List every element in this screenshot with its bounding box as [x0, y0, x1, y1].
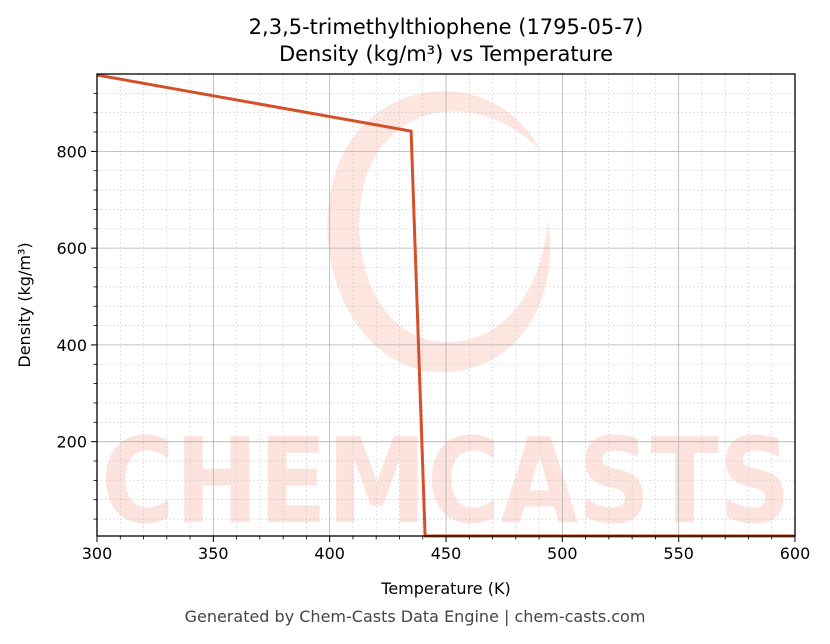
chart-subtitle: Density (kg/m³) vs Temperature: [279, 42, 613, 66]
x-tick-label: 350: [198, 544, 229, 563]
x-tick-label: 600: [780, 544, 811, 563]
x-tick-label: 500: [547, 544, 578, 563]
chart-title: 2,3,5-trimethylthiophene (1795-05-7): [249, 15, 644, 39]
y-axis-label: Density (kg/m³): [15, 242, 34, 367]
watermark-swoosh: [327, 91, 551, 373]
x-tick-label: 450: [431, 544, 462, 563]
density-chart: CHEMCASTS 300 350 400 450 500 550 600 20040060…: [15, 15, 811, 598]
y-tick-label: 600: [56, 239, 87, 258]
x-tick-label: 400: [314, 544, 345, 563]
y-axis-ticks: 200 400 600 800: [56, 92, 97, 520]
x-tick-label: 550: [663, 544, 694, 563]
x-axis-ticks: 300 350 400 450 500 550 600: [82, 536, 811, 563]
y-tick-label: 400: [56, 336, 87, 355]
x-tick-label: 300: [82, 544, 113, 563]
footer-credit: Generated by Chem-Casts Data Engine | ch…: [184, 607, 646, 626]
x-axis-label: Temperature (K): [380, 579, 510, 598]
y-tick-label: 800: [56, 142, 87, 161]
y-tick-label: 200: [56, 433, 87, 452]
